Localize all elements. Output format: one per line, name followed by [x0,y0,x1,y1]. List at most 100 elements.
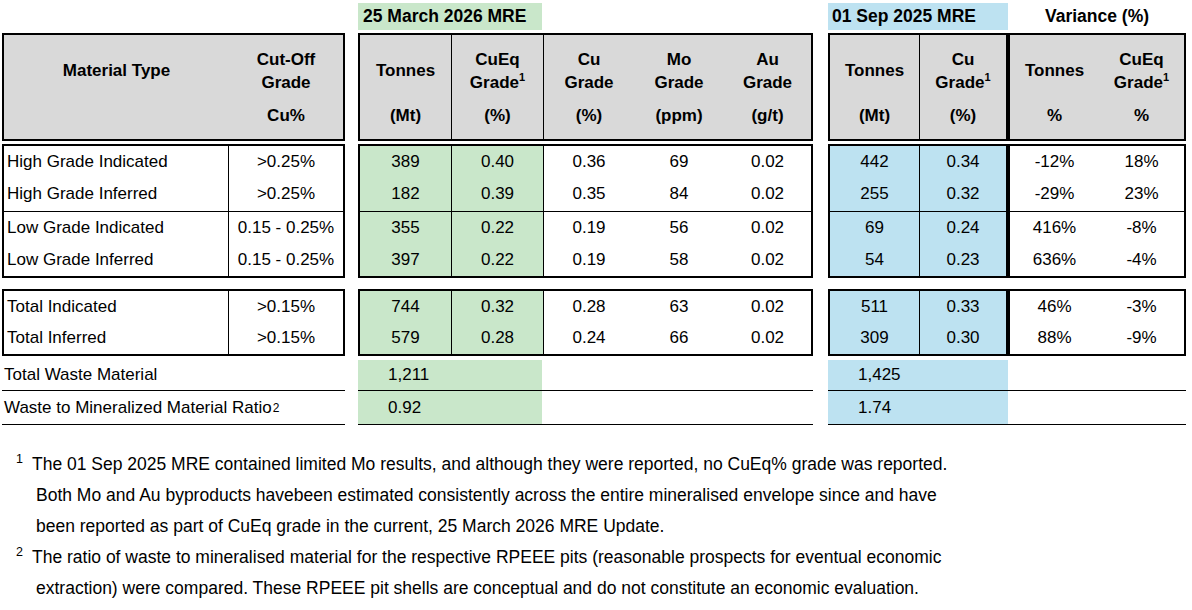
footnote-line: extraction) were compared. These RPEEE p… [14,573,1188,604]
cu-cell: 0.35 [544,178,634,210]
au-cell: 0.02 [724,212,811,244]
material-label: Low Grade Inferred [4,244,229,276]
material-label: Total Indicated [4,291,229,323]
cu-cell: 0.23 [920,244,1006,276]
tonnes-cell: 579 [360,323,452,355]
col-label: Cu [564,48,613,71]
material-label: High Grade Inferred [4,178,229,210]
material-label: Total Inferred [4,323,229,355]
waste-ratio-march-value: 0.92 [358,398,421,418]
cu-cell: 0.19 [544,244,634,276]
cu-cell: 0.24 [544,323,634,355]
mre-comparison-table: 25 March 2026 MRE 01 Sep 2025 MRE Varian… [0,0,1192,610]
cueq-variance-cell: -8% [1099,212,1184,244]
mo-cell: 63 [634,291,724,323]
variance-title: Variance (%) [1008,3,1186,30]
material-rows-left-box: High Grade Indicated >0.25% High Grade I… [2,144,345,278]
material-rows-variance-box: -12% 18% -29% 23% 416% -8% 636% -4% [1008,144,1186,278]
waste-label-text: Waste to Mineralized Material Ratio [4,398,272,418]
table-row: Total Inferred >0.15% [4,323,343,355]
cutoff-value: 0.15 - 0.25% [229,244,343,276]
material-rows-march-box: 389 0.40 0.36 69 0.02 182 0.39 0.35 84 0… [358,144,813,278]
footnote-line: 1The 01 Sep 2025 MRE contained limited M… [14,444,1188,480]
cutoff-value: >0.25% [229,178,343,210]
table-row: 442 0.34 [830,146,1006,178]
col-unit: (Mt) [390,106,421,126]
march-mo-header: Mo Grade (ppm) [634,35,724,139]
sep-cu-header: Cu Grade1 (%) [920,35,1006,139]
mo-cell: 84 [634,178,724,210]
table-row: 54 0.23 [830,244,1006,276]
cutoff-grade-header: Cut-Off Grade Cu% [229,35,343,139]
au-cell: 0.02 [724,178,811,210]
footnote-2: 2The ratio of waste to mineralised mater… [14,537,1188,604]
col-label: Cu [935,48,990,71]
col-label: CuEq [470,48,525,71]
table-row: -12% 18% [1010,146,1184,178]
cu-cell: 0.24 [920,212,1006,244]
col-label: Tonnes [376,61,435,81]
left-header-box: Material Type Cut-Off Grade Cu% [2,33,345,141]
table-row: 511 0.33 [830,291,1006,323]
total-rows-variance-box: 46% -3% 88% -9% [1008,289,1186,356]
col-unit: (Mt) [859,106,890,126]
cu-cell: 0.36 [544,146,634,178]
waste-ratio-sep-value: 1.74 [828,398,891,418]
material-rows-sep-box: 442 0.34 255 0.32 69 0.24 54 0.23 [828,144,1008,278]
col-unit: % [1047,106,1062,126]
cueq-cell: 0.22 [452,212,544,244]
waste-march-segment: 1,211 [358,360,813,391]
march-header-box: Tonnes (Mt) CuEq Grade1 (%) Cu Grade (%)… [358,33,813,141]
cu-cell: 0.19 [544,212,634,244]
march-tonnes-header: Tonnes (Mt) [360,35,452,139]
variance-tonnes-header: Tonnes % [1010,35,1099,139]
col-label2: Grade [470,73,519,92]
waste-ratio-march-cell: 0.92 [358,391,542,424]
cu-cell: 0.28 [544,291,634,323]
mo-cell: 69 [634,146,724,178]
tonnes-variance-cell: 636% [1010,244,1099,276]
total-rows-sep-box: 511 0.33 309 0.30 [828,289,1008,356]
tonnes-cell: 182 [360,178,452,210]
col-label: Mo [654,48,703,71]
total-rows-march-box: 744 0.32 0.28 63 0.02 579 0.28 0.24 66 0… [358,289,813,356]
tonnes-cell: 442 [830,146,920,178]
table-row: Total Indicated >0.15% [4,291,343,323]
mo-cell: 58 [634,244,724,276]
table-row: High Grade Inferred >0.25% [4,178,343,210]
cu-cell: 0.34 [920,146,1006,178]
cutoff-unit: Cu% [267,106,305,126]
col-unit: (%) [576,106,602,126]
table-row: 255 0.32 [830,178,1006,210]
cueq-variance-cell: 23% [1099,178,1184,210]
footnote-number: 2 [16,545,23,559]
tonnes-variance-cell: 416% [1010,212,1099,244]
cutoff-value: >0.15% [229,323,343,355]
sep-mre-title: 01 Sep 2025 MRE [828,3,1008,30]
footnote-line: 2The ratio of waste to mineralised mater… [14,537,1188,573]
march-cu-header: Cu Grade (%) [544,35,634,139]
footnote-ref: 1 [985,71,991,83]
footnote-1: 1The 01 Sep 2025 MRE contained limited M… [14,444,1188,542]
tonnes-variance-cell: -12% [1010,146,1099,178]
waste-row-label: Total Waste Material [2,360,345,391]
cueq-variance-cell: -4% [1099,244,1184,276]
col-label2: Grade [743,73,792,92]
table-row: 397 0.22 0.19 58 0.02 [360,244,811,276]
table-row: 579 0.28 0.24 66 0.02 [360,323,811,355]
cueq-cell: 0.32 [452,291,544,323]
mo-cell: 66 [634,323,724,355]
tonnes-variance-cell: 88% [1010,323,1099,355]
table-row: 389 0.40 0.36 69 0.02 [360,146,811,178]
cutoff-line1: Cut-Off [257,48,316,71]
tonnes-cell: 255 [830,178,920,210]
tonnes-cell: 397 [360,244,452,276]
cutoff-value: >0.25% [229,146,343,178]
sep-header-box: Tonnes (Mt) Cu Grade1 (%) [828,33,1008,141]
cu-cell: 0.33 [920,291,1006,323]
cueq-variance-cell: 18% [1099,146,1184,178]
tonnes-cell: 511 [830,291,920,323]
footnote-text: The 01 Sep 2025 MRE contained limited Mo… [32,454,947,474]
col-label2: Grade [935,73,984,92]
tonnes-cell: 69 [830,212,920,244]
